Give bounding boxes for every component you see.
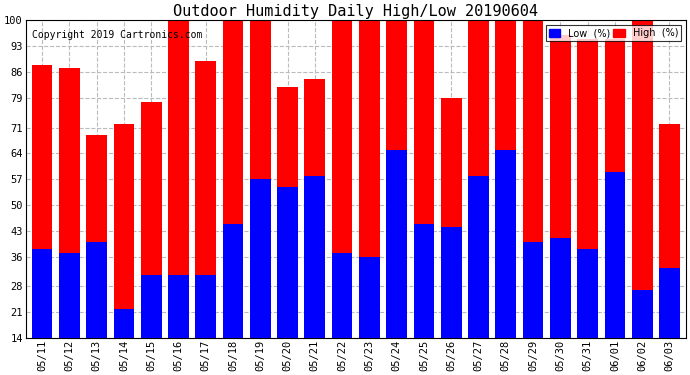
Bar (168, 275, 189, 338)
Title: Outdoor Humidity Daily High/Low 20190604: Outdoor Humidity Daily High/Low 20190604 (173, 4, 538, 19)
Bar (114, 309, 135, 338)
Bar (441, 98, 462, 338)
Bar (223, 20, 244, 338)
Bar (386, 150, 407, 338)
Bar (659, 124, 680, 338)
Bar (277, 87, 298, 338)
Bar (250, 179, 270, 338)
Legend: Low  (%), High  (%): Low (%), High (%) (546, 25, 681, 41)
Bar (604, 172, 625, 338)
Text: Copyright 2019 Cartronics.com: Copyright 2019 Cartronics.com (32, 30, 203, 40)
Bar (604, 39, 625, 338)
Bar (441, 227, 462, 338)
Bar (168, 20, 189, 338)
Bar (413, 20, 434, 338)
Bar (550, 35, 571, 338)
Bar (550, 238, 571, 338)
Bar (468, 176, 489, 338)
Bar (495, 20, 516, 338)
Bar (359, 20, 380, 338)
Bar (250, 20, 270, 338)
Bar (413, 224, 434, 338)
Bar (386, 20, 407, 338)
Bar (86, 242, 107, 338)
Bar (578, 39, 598, 338)
Bar (359, 257, 380, 338)
Bar (523, 242, 544, 338)
Bar (523, 20, 544, 338)
Bar (32, 64, 52, 338)
Bar (632, 290, 653, 338)
Bar (304, 176, 325, 338)
Bar (195, 61, 216, 338)
Bar (304, 80, 325, 338)
Bar (114, 124, 135, 338)
Bar (59, 68, 80, 338)
Bar (223, 224, 244, 338)
Bar (195, 275, 216, 338)
Bar (578, 249, 598, 338)
Bar (59, 253, 80, 338)
Bar (659, 268, 680, 338)
Bar (86, 135, 107, 338)
Bar (332, 20, 353, 338)
Bar (468, 20, 489, 338)
Bar (277, 187, 298, 338)
Bar (632, 20, 653, 338)
Bar (141, 102, 161, 338)
Bar (495, 150, 516, 338)
Bar (332, 253, 353, 338)
Bar (32, 249, 52, 338)
Bar (141, 275, 161, 338)
